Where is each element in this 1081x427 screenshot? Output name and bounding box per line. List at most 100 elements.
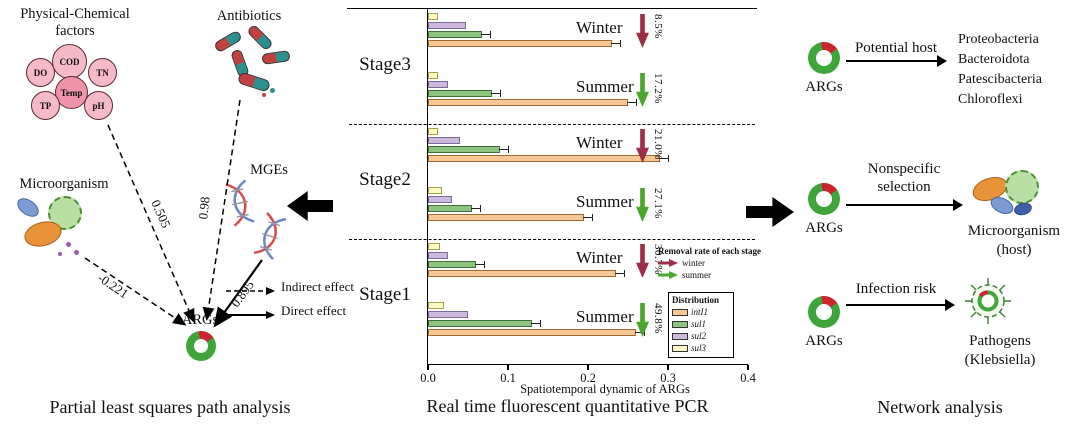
distribution-legend-title: Distribution (672, 295, 720, 305)
error-bar (615, 269, 625, 277)
pathogen-virus-icon (965, 278, 1011, 324)
bar-sul1 (428, 260, 485, 268)
error-bar (531, 319, 541, 327)
x-axis-title: Spatiotemporal dynamic of ARGs (520, 382, 690, 396)
factor-node-cod-label: COD (59, 56, 80, 67)
legend-row-sul1: sul1 (672, 319, 730, 329)
bar-sul2 (428, 81, 448, 88)
indirect-path-antibiotics (202, 99, 241, 321)
legend-row-summer: summer (658, 270, 762, 280)
stage-separator (349, 239, 755, 240)
host-taxa-list: Proteobacteria Bacteroidota Patescibacte… (958, 30, 1042, 110)
bar-sul2 (428, 196, 452, 203)
dna-helix-icon (253, 212, 287, 260)
legend-row-intI1: intI1 (672, 307, 730, 317)
season-label: Summer (576, 307, 634, 326)
removal-rate-value: 21.0% (652, 129, 664, 160)
stage-separator (349, 124, 755, 125)
args-label-left: ARGs (181, 312, 219, 328)
error-bar (659, 154, 669, 162)
taxon-bacteroidota: Bacteroidota (958, 52, 1030, 67)
factor-node-tn: TN (88, 58, 117, 87)
error-bar (583, 213, 593, 221)
stage1-label: Stage1 (359, 284, 411, 305)
factor-node-temp: Temp (55, 76, 88, 109)
direct-effect-arrow-icon (226, 311, 275, 319)
error-bar (491, 89, 501, 97)
bar-sul2 (428, 137, 460, 144)
arrow-row1 (846, 54, 947, 68)
bar-sul1 (428, 30, 491, 38)
error-bar (627, 98, 637, 106)
bar-sul1 (428, 145, 509, 153)
summer-removal-arrow-icon (636, 73, 649, 107)
args-ring-icon (808, 296, 840, 328)
season-label: Summer (576, 77, 634, 96)
left-panel-caption: Partial least squares path analysis (49, 397, 291, 417)
bar-sul1 (428, 319, 541, 327)
bar-sul2 (428, 22, 466, 29)
bar-sul1 (428, 204, 481, 212)
microorganism-label: Microorganism (19, 176, 109, 192)
direct-path-mges (213, 259, 263, 328)
args-label-row1: ARGs (805, 79, 843, 95)
potential-host-label: Potential host (854, 40, 938, 56)
removal-rate-legend-title: Removal rate of each stage (658, 246, 761, 256)
removal-rate-value: 49.8% (652, 303, 664, 334)
winter-removal-arrow-icon (636, 14, 649, 48)
arrow-row2 (846, 198, 963, 212)
summer-legend-label: summer (682, 270, 711, 280)
bar-sul3 (428, 13, 438, 20)
coefficient-antibiotics: 0.98 (195, 195, 213, 221)
bar-intI1 (428, 328, 645, 336)
nonspecific-selection-label: Nonspecific selection (867, 161, 941, 195)
args-label-row3: ARGs (805, 333, 843, 349)
legend-row-sul2: sul2 (672, 331, 730, 341)
x-tick (587, 365, 589, 370)
removal-rate-legend: Removal rate of each stage winter summer (658, 246, 762, 280)
summer-arrow-icon (658, 271, 678, 279)
error-bar (481, 30, 491, 38)
error-bar (475, 260, 485, 268)
season-label: Winter (576, 133, 623, 152)
pathogens-label: Pathogens (Klebsiella) (964, 333, 1036, 368)
bar-intI1 (428, 213, 593, 221)
purple-microbe-dot-icon (66, 242, 71, 247)
microorganism-host-label: Microorganism (host) (967, 223, 1061, 258)
season-label: Winter (576, 248, 623, 267)
path-arrows-svg (84, 99, 263, 328)
factor-node-cod: COD (52, 44, 87, 79)
green-microbe-icon (1005, 170, 1039, 204)
args-ring-icon (808, 42, 840, 74)
indirect-path-physical (107, 124, 195, 323)
season-label: Winter (576, 18, 623, 37)
bar-sul3 (428, 243, 440, 250)
indirect-effect-label: Indirect effect (281, 279, 355, 294)
bar-intI1 (428, 39, 621, 47)
bar-sul1 (428, 89, 501, 97)
x-tick-label: 0.0 (420, 371, 436, 385)
error-bar (499, 145, 509, 153)
stage2-label: Stage2 (359, 169, 411, 190)
bar-sul3 (428, 128, 438, 135)
stage3-label: Stage3 (359, 54, 411, 75)
chart-top-border (347, 8, 757, 9)
bar-sul2 (428, 311, 468, 318)
legend-label-intI1: intI1 (691, 307, 708, 317)
purple-microbe-dot-icon (58, 252, 62, 256)
factor-node-do: DO (26, 58, 55, 87)
legend-row-sul3: sul3 (672, 343, 730, 353)
removal-rate-value: 8.5% (652, 14, 664, 39)
factor-node-ph-label: pH (92, 100, 105, 111)
args-label-row2: ARGs (805, 220, 843, 236)
factor-node-tp-label: TP (39, 100, 52, 111)
factor-node-ph: pH (84, 91, 113, 120)
infection-risk-label: Infection risk (855, 281, 937, 297)
direct-effect-label: Direct effect (281, 303, 347, 318)
removal-rate-value: 27.1% (652, 188, 664, 219)
chart-plot: Winter 8.5% Summer 17.2% Winter 21.0% Summer 27… (420, 9, 756, 385)
legend-label-sul3: sul3 (691, 343, 707, 353)
x-tick (507, 365, 509, 370)
x-tick (667, 365, 669, 370)
